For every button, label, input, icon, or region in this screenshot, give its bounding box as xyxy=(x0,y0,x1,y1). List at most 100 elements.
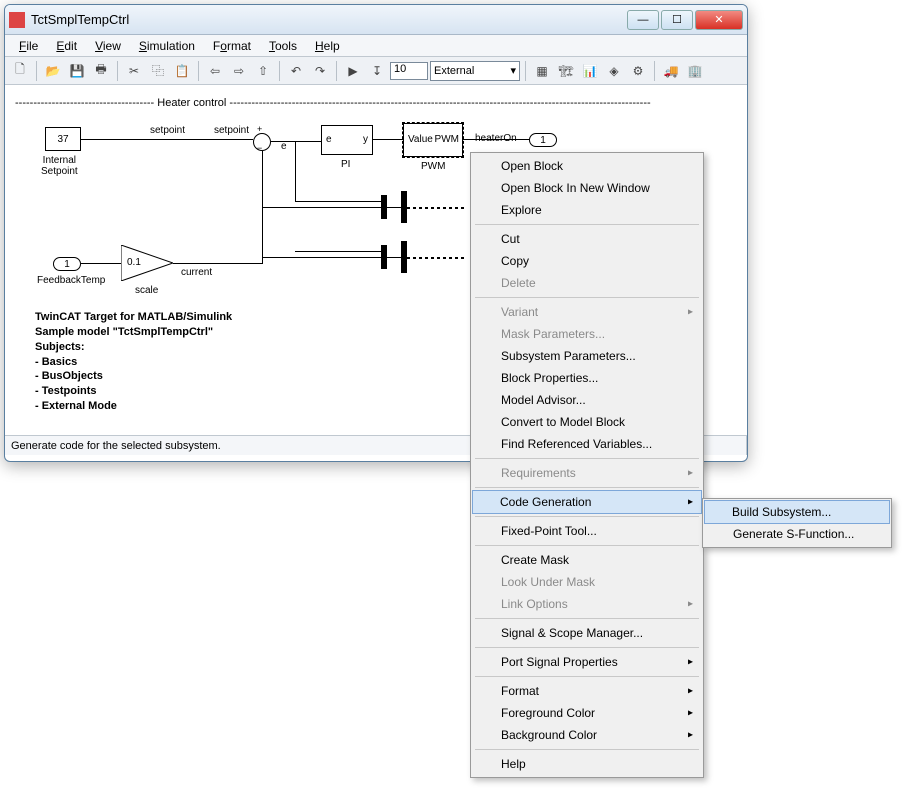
ctx-block-properties[interactable]: Block Properties... xyxy=(473,367,701,389)
tb-icon-1[interactable]: ▦ xyxy=(531,60,553,82)
ctx-delete: Delete xyxy=(473,272,701,294)
back-icon[interactable]: ⇦ xyxy=(204,60,226,82)
submenu-arrow-icon: ▸ xyxy=(688,468,693,479)
tb-icon-5[interactable]: ⚙ xyxy=(627,60,649,82)
sum-plus: + xyxy=(257,124,262,134)
forward-icon[interactable]: ⇨ xyxy=(228,60,250,82)
ctx-generate-s-function[interactable]: Generate S-Function... xyxy=(705,523,889,545)
outport-block[interactable]: 1 xyxy=(529,133,557,147)
ctx-find-referenced-variables[interactable]: Find Referenced Variables... xyxy=(473,433,701,455)
model-note: TwinCAT Target for MATLAB/Simulink Sampl… xyxy=(35,310,232,414)
context-submenu[interactable]: Build Subsystem...Generate S-Function... xyxy=(702,498,892,548)
window-title: TctSmplTempCtrl xyxy=(31,12,625,27)
stop-icon[interactable]: ↧ xyxy=(366,60,388,82)
ctx-foreground-color[interactable]: Foreground Color▸ xyxy=(473,702,701,724)
constant-label: Internal Setpoint xyxy=(41,155,78,177)
ctx-background-color[interactable]: Background Color▸ xyxy=(473,724,701,746)
ctx-help[interactable]: Help xyxy=(473,753,701,775)
ctx-build-subsystem[interactable]: Build Subsystem... xyxy=(704,500,890,524)
copy-icon[interactable]: ⿻ xyxy=(147,60,169,82)
ctx-link-options: Link Options▸ xyxy=(473,593,701,615)
maximize-button[interactable]: ☐ xyxy=(661,10,693,30)
ctx-format[interactable]: Format▸ xyxy=(473,680,701,702)
redo-icon[interactable]: ↷ xyxy=(309,60,331,82)
chevron-down-icon: ▾ xyxy=(510,64,516,77)
context-menu[interactable]: Open BlockOpen Block In New WindowExplor… xyxy=(470,152,704,778)
tb-icon-4[interactable]: ◈ xyxy=(603,60,625,82)
menu-tools[interactable]: Tools xyxy=(261,37,305,55)
toolbar: 🗋 📂 💾 🖶 ✂ ⿻ 📋 ⇦ ⇨ ⇧ ↶ ↷ ▶ ↧ 10 External ▾… xyxy=(5,57,747,85)
ctx-mask-parameters: Mask Parameters... xyxy=(473,323,701,345)
ctx-code-generation[interactable]: Code Generation▸ xyxy=(472,490,702,514)
ctx-convert-to-model-block[interactable]: Convert to Model Block xyxy=(473,411,701,433)
play-icon[interactable]: ▶ xyxy=(342,60,364,82)
pi-out-label: y xyxy=(363,134,368,145)
pwm-in-label: Value xyxy=(408,134,433,145)
up-icon[interactable]: ⇧ xyxy=(252,60,274,82)
status-message: Generate code for the selected subsystem… xyxy=(5,436,477,455)
save-icon[interactable]: 💾 xyxy=(66,60,88,82)
pwm-label: PWM xyxy=(421,161,445,172)
pi-label: PI xyxy=(341,159,350,170)
pwm-block[interactable]: Value PWM xyxy=(403,123,463,157)
ctx-variant: Variant▸ xyxy=(473,301,701,323)
minimize-button[interactable]: — xyxy=(627,10,659,30)
ctx-look-under-mask: Look Under Mask xyxy=(473,571,701,593)
pi-in-label: e xyxy=(326,134,332,145)
signal-label-setpoint1: setpoint xyxy=(150,125,185,136)
close-button[interactable]: ✕ xyxy=(695,10,743,30)
ctx-signal-scope-manager[interactable]: Signal & Scope Manager... xyxy=(473,622,701,644)
ctx-open-block[interactable]: Open Block xyxy=(473,155,701,177)
menu-simulation[interactable]: Simulation xyxy=(131,37,203,55)
gain-value: 0.1 xyxy=(127,257,141,268)
ctx-subsystem-parameters[interactable]: Subsystem Parameters... xyxy=(473,345,701,367)
ctx-open-block-in-new-window[interactable]: Open Block In New Window xyxy=(473,177,701,199)
tb-icon-6[interactable]: 🚚 xyxy=(660,60,682,82)
submenu-arrow-icon: ▸ xyxy=(688,307,693,318)
ctx-model-advisor[interactable]: Model Advisor... xyxy=(473,389,701,411)
gain-block[interactable]: 0.1 xyxy=(121,245,173,281)
signal-label-setpoint2: setpoint xyxy=(214,125,249,136)
print-icon[interactable]: 🖶 xyxy=(90,60,112,82)
inport-label: FeedbackTemp xyxy=(37,275,105,286)
menu-format[interactable]: Format xyxy=(205,37,259,55)
app-icon xyxy=(9,12,25,28)
open-icon[interactable]: 📂 xyxy=(42,60,64,82)
signal-label-e: e xyxy=(281,141,287,152)
ctx-explore[interactable]: Explore xyxy=(473,199,701,221)
new-icon[interactable]: 🗋 xyxy=(9,60,31,82)
submenu-arrow-icon: ▸ xyxy=(688,686,693,697)
titlebar[interactable]: TctSmplTempCtrl — ☐ ✕ xyxy=(5,5,747,35)
inport-block[interactable]: 1 xyxy=(53,257,81,271)
submenu-arrow-icon: ▸ xyxy=(688,657,693,668)
mode-select[interactable]: External ▾ xyxy=(430,61,520,81)
menu-view[interactable]: View xyxy=(87,37,129,55)
menubar: File Edit View Simulation Format Tools H… xyxy=(5,35,747,57)
tb-icon-3[interactable]: 📊 xyxy=(579,60,601,82)
tb-icon-7[interactable]: 🏢 xyxy=(684,60,706,82)
ctx-requirements: Requirements▸ xyxy=(473,462,701,484)
ctx-fixed-point-tool[interactable]: Fixed-Point Tool... xyxy=(473,520,701,542)
submenu-arrow-icon: ▸ xyxy=(688,730,693,741)
constant-block[interactable]: 37 xyxy=(45,127,81,151)
menu-edit[interactable]: Edit xyxy=(48,37,85,55)
menu-help[interactable]: Help xyxy=(307,37,348,55)
section-divider: -------------------------------------- H… xyxy=(15,97,737,109)
submenu-arrow-icon: ▸ xyxy=(688,599,693,610)
submenu-arrow-icon: ▸ xyxy=(688,497,693,508)
ctx-copy[interactable]: Copy xyxy=(473,250,701,272)
undo-icon[interactable]: ↶ xyxy=(285,60,307,82)
gain-label: scale xyxy=(135,285,158,296)
pwm-out-label: PWM xyxy=(435,134,459,145)
tb-icon-2[interactable]: 🏗 xyxy=(555,60,577,82)
cut-icon[interactable]: ✂ xyxy=(123,60,145,82)
menu-file[interactable]: File xyxy=(11,37,46,55)
submenu-arrow-icon: ▸ xyxy=(688,708,693,719)
ctx-port-signal-properties[interactable]: Port Signal Properties▸ xyxy=(473,651,701,673)
paste-icon[interactable]: 📋 xyxy=(171,60,193,82)
mode-select-label: External xyxy=(434,65,474,77)
pi-block[interactable]: e y xyxy=(321,125,373,155)
ctx-create-mask[interactable]: Create Mask xyxy=(473,549,701,571)
step-field[interactable]: 10 xyxy=(390,62,428,80)
ctx-cut[interactable]: Cut xyxy=(473,228,701,250)
